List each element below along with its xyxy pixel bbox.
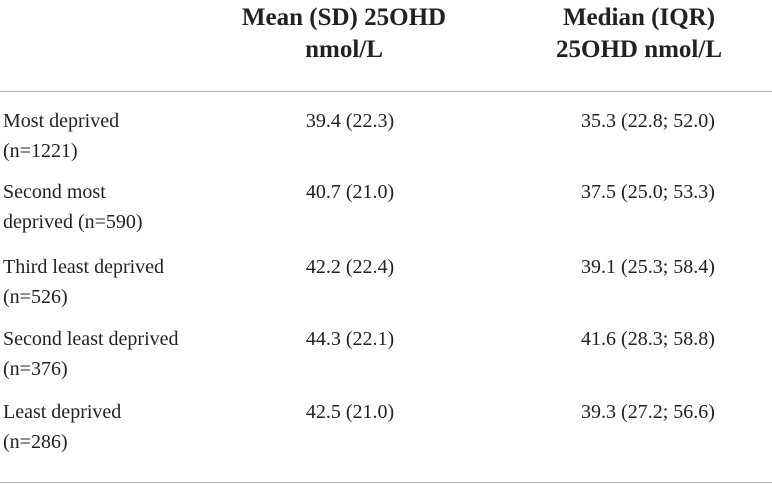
row-label-line2: (n=526) — [3, 286, 68, 308]
row-label: Second most deprived (n=590) — [3, 177, 243, 237]
row-median-value: 35.3 (22.8; 52.0) — [581, 110, 715, 132]
header-divider — [0, 91, 772, 92]
header-mean-sd: Mean (SD) 25OHD nmol/L — [206, 2, 482, 66]
row-label: Most deprived (n=1221) — [3, 106, 243, 166]
header-mean-line1: Mean (SD) 25OHD — [241, 4, 447, 31]
table-header: Mean (SD) 25OHD nmol/L Median (IQR) 25OH… — [0, 0, 772, 90]
table-row: Least deprived (n=286) 42.5 (21.0) 39.3 … — [0, 397, 772, 469]
table-row: Second most deprived (n=590) 40.7 (21.0)… — [0, 177, 772, 249]
row-mean-value: 42.2 (22.4) — [305, 256, 395, 278]
row-label-line1: Third least deprived — [3, 256, 165, 278]
row-median-value: 37.5 (25.0; 53.3) — [581, 181, 715, 203]
row-label-line2: (n=376) — [3, 358, 68, 380]
table-row: Third least deprived (n=526) 42.2 (22.4)… — [0, 252, 772, 324]
row-label-line1: Second least deprived — [3, 328, 179, 350]
row-label-line2: (n=286) — [3, 431, 68, 453]
row-label: Least deprived (n=286) — [3, 397, 243, 457]
header-median-line1: Median (IQR) — [562, 4, 716, 31]
row-label-line1: Most deprived — [3, 110, 120, 132]
table-row: Most deprived (n=1221) 39.4 (22.3) 35.3 … — [0, 106, 772, 178]
row-median-value: 39.1 (25.3; 58.4) — [581, 256, 715, 278]
row-mean-value: 44.3 (22.1) — [305, 328, 395, 350]
row-label-line1: Second most — [3, 181, 106, 203]
header-mean-line2: nmol/L — [305, 36, 383, 63]
row-mean-value: 39.4 (22.3) — [305, 110, 395, 132]
row-label: Second least deprived (n=376) — [3, 324, 243, 384]
row-median-value: 39.3 (27.2; 56.6) — [581, 401, 715, 423]
row-label: Third least deprived (n=526) — [3, 252, 243, 312]
row-label-line2: (n=1221) — [3, 140, 78, 162]
row-mean-value: 40.7 (21.0) — [305, 181, 395, 203]
row-mean-value: 42.5 (21.0) — [305, 401, 395, 423]
header-median-iqr: Median (IQR) 25OHD nmol/L — [506, 2, 772, 66]
row-label-line2: deprived (n=590) — [3, 211, 143, 233]
row-label-line1: Least deprived — [3, 401, 122, 423]
table-row: Second least deprived (n=376) 44.3 (22.1… — [0, 324, 772, 396]
row-median-value: 41.6 (28.3; 58.8) — [581, 328, 715, 350]
header-median-line2: 25OHD nmol/L — [556, 36, 722, 63]
table-bottom-rule — [0, 482, 772, 483]
